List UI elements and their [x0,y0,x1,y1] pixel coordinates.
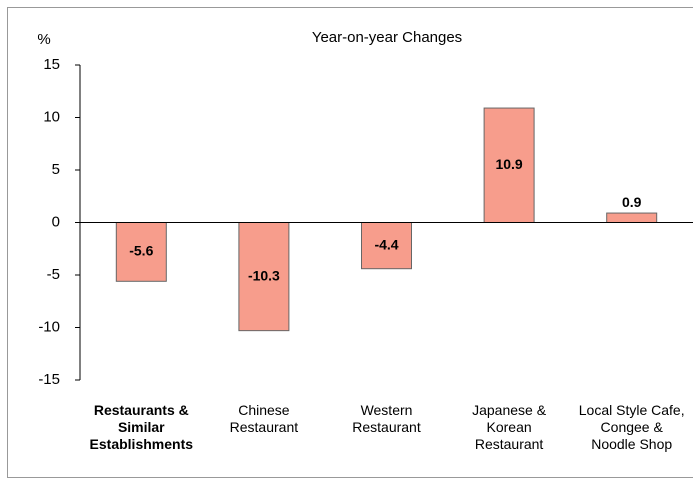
x-tick-label: Western Restaurant [352,402,421,435]
y-axis-label: % [37,31,50,48]
bar [361,222,412,270]
bar [606,212,658,224]
frame [7,7,693,478]
bar [115,222,167,282]
y-tick-label: 0 [52,213,60,230]
y-tick-label: -10 [38,318,60,335]
bar [483,107,535,223]
chart-title: Year-on-year Changes [312,29,462,46]
y-tick-label: -15 [38,371,60,388]
value-label: 10.9 [495,156,522,172]
value-label: -5.6 [129,243,153,259]
value-label: -4.4 [374,236,398,252]
bar [238,222,290,332]
y-tick-label: 5 [52,161,60,178]
value-label: 0.9 [622,194,642,210]
value-label: -10.3 [248,267,280,283]
y-tick-label: 10 [43,108,60,125]
x-tick-label: Japanese & Korean Restaurant [472,402,547,452]
x-tick-label: Chinese Restaurant [229,402,299,435]
x-tick-label: Local Style Cafe, Congee & Noodle Shop [578,402,685,452]
y-tick-label: 15 [43,56,60,73]
y-tick-label: -5 [47,266,60,283]
x-tick-label: Restaurants & Similar Establishments [89,402,194,452]
